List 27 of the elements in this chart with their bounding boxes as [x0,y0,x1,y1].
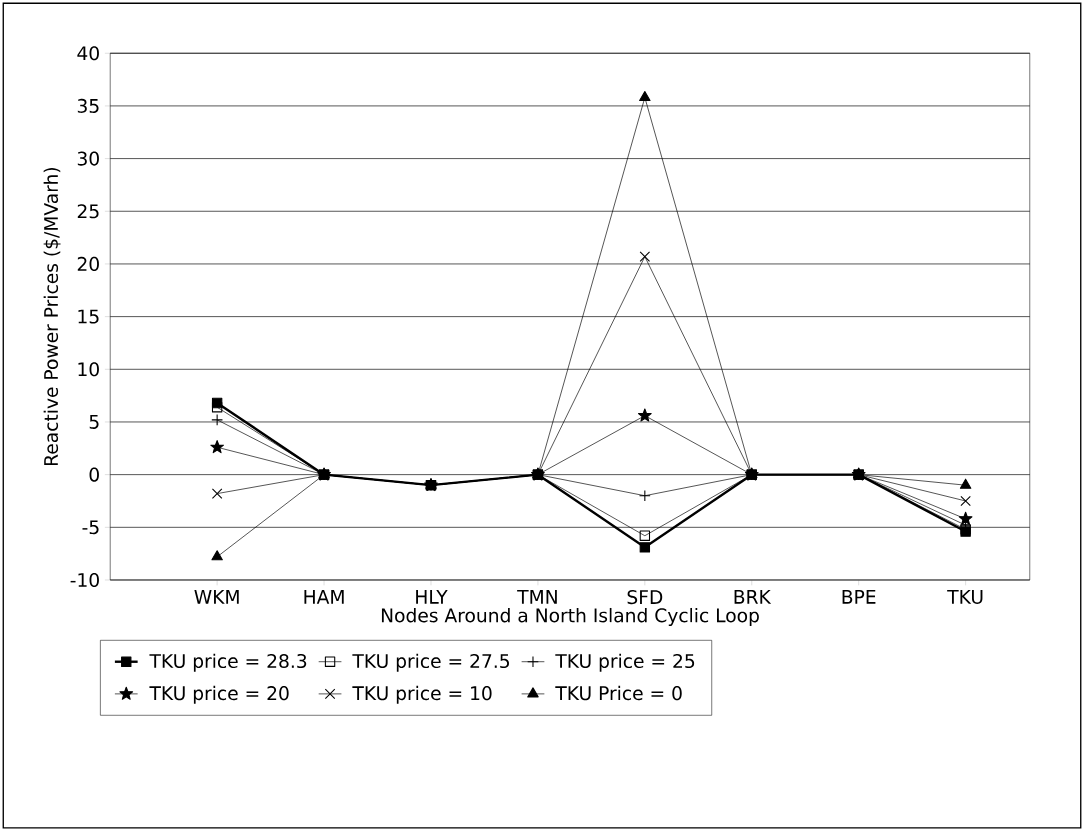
x-tick-label: HAM [304,589,344,604]
x-tick-label: HLY [416,589,448,604]
y-tick-label: 5 [89,414,99,429]
y-tick-label: -5 [82,520,99,535]
x-tick-label: TKU [947,589,983,604]
legend-label: TKU Price = 0 [555,685,682,701]
y-tick-label: 30 [77,151,99,166]
y-tick-label: 40 [77,46,99,61]
x-tick-label: TMN [517,589,557,604]
legend-label: TKU price = 27.5 [352,653,509,672]
y-tick-label: 35 [77,98,99,113]
y-tick-label: 0 [89,467,99,482]
x-tick-label: SFD [627,589,663,605]
y-axis-title: Reactive Power Prices ($/MVarh) [43,167,61,465]
y-tick-label: 10 [78,362,99,377]
y-tick-label: 15 [78,309,99,324]
x-tick-label: BPE [842,589,876,604]
legend-label: TKU price = 10 [352,685,492,704]
legend-label: TKU price = 25 [555,653,695,672]
y-tick-label: -10 [70,572,99,587]
y-tick-label: 20 [77,256,99,271]
x-tick-label: BRK [734,589,772,604]
x-axis-title: Nodes Around a North Island Cyclic Loop [381,607,759,626]
legend-label: TKU price = 20 [149,685,289,704]
x-tick-label: WKM [194,589,239,604]
y-tick-label: 25 [77,204,99,219]
legend-label: TKU price = 28.3 [149,653,307,672]
